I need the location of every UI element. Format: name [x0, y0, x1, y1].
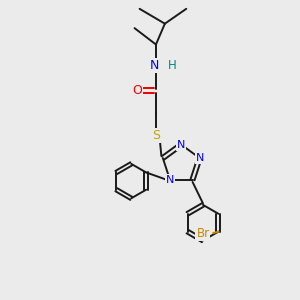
- Text: S: S: [152, 129, 160, 142]
- Text: H: H: [168, 59, 177, 72]
- Text: N: N: [150, 59, 159, 72]
- Text: N: N: [166, 175, 174, 184]
- Text: N: N: [177, 140, 185, 150]
- Text: N: N: [195, 153, 204, 163]
- Text: Br: Br: [196, 227, 209, 240]
- Text: O: O: [133, 84, 142, 97]
